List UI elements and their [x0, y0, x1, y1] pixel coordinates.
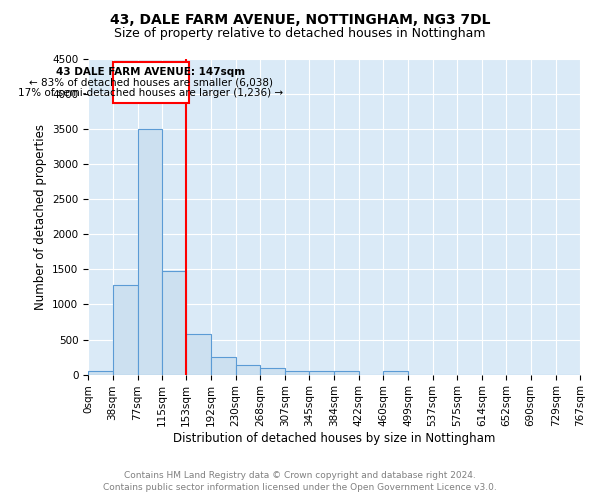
Bar	[334, 371, 359, 374]
Bar	[285, 370, 310, 374]
Bar	[88, 371, 113, 374]
Text: Contains HM Land Registry data © Crown copyright and database right 2024.
Contai: Contains HM Land Registry data © Crown c…	[103, 471, 497, 492]
Text: Size of property relative to detached houses in Nottingham: Size of property relative to detached ho…	[114, 28, 486, 40]
FancyBboxPatch shape	[113, 62, 190, 103]
Bar	[186, 334, 211, 374]
Text: ← 83% of detached houses are smaller (6,038): ← 83% of detached houses are smaller (6,…	[29, 78, 273, 88]
Text: 43, DALE FARM AVENUE, NOTTINGHAM, NG3 7DL: 43, DALE FARM AVENUE, NOTTINGHAM, NG3 7D…	[110, 12, 490, 26]
Bar	[236, 366, 260, 374]
Text: 17% of semi-detached houses are larger (1,236) →: 17% of semi-detached houses are larger (…	[19, 88, 284, 98]
Bar	[260, 368, 285, 374]
Bar	[137, 129, 162, 374]
Bar	[113, 285, 137, 374]
Text: 43 DALE FARM AVENUE: 147sqm: 43 DALE FARM AVENUE: 147sqm	[56, 67, 245, 77]
Bar	[211, 357, 236, 374]
Bar	[162, 271, 186, 374]
Bar	[310, 371, 334, 374]
Bar	[383, 371, 408, 374]
Y-axis label: Number of detached properties: Number of detached properties	[34, 124, 47, 310]
X-axis label: Distribution of detached houses by size in Nottingham: Distribution of detached houses by size …	[173, 432, 495, 445]
